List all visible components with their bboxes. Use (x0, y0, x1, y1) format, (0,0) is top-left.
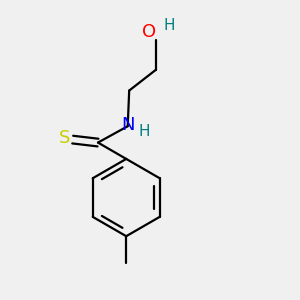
Text: H: H (164, 18, 175, 33)
Text: O: O (142, 23, 157, 41)
Text: N: N (121, 116, 134, 134)
Text: H: H (138, 124, 150, 139)
Text: S: S (59, 129, 70, 147)
